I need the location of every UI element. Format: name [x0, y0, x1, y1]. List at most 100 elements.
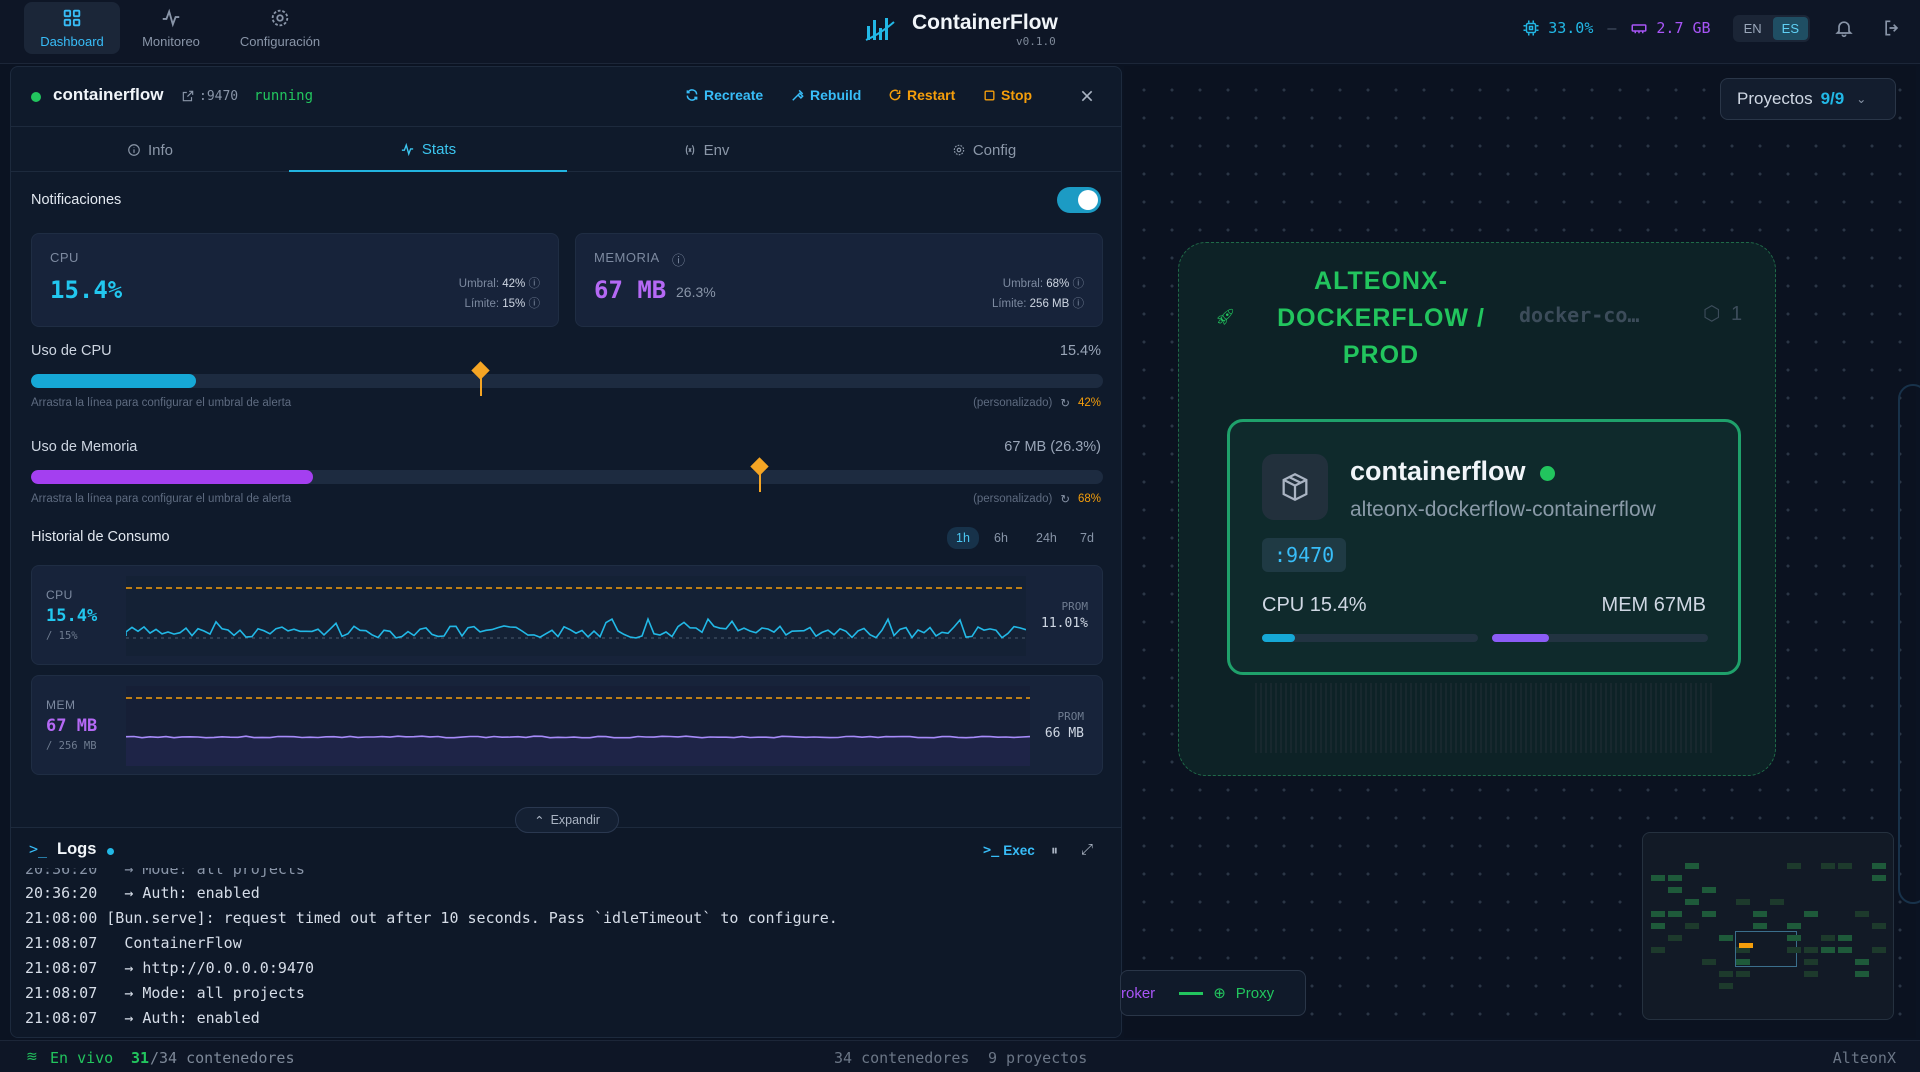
group-title-line: PROD	[1342, 341, 1420, 369]
wifi-icon: ≋	[26, 1048, 38, 1064]
memory-card-value: 67 MB	[594, 276, 667, 304]
node-cpu-bar	[1262, 634, 1478, 642]
lang-en-button[interactable]: EN	[1743, 20, 1762, 36]
projects-dropdown[interactable]: Proyectos 9/9 ⌄	[1720, 78, 1896, 120]
notifications-label: Notificaciones	[31, 192, 122, 208]
log-line: 21:08:07 → Auth: enabled	[25, 1009, 260, 1027]
tab-info[interactable]: Info	[11, 128, 289, 172]
cpu-threshold-label: Umbral:	[458, 278, 500, 290]
node-cpu: CPU 15.4%	[1262, 594, 1367, 616]
range-1h-button[interactable]: 1h	[947, 527, 979, 549]
bell-icon[interactable]	[1834, 18, 1854, 38]
mem-threshold-handle[interactable]	[750, 457, 769, 496]
minimap[interactable]	[1642, 832, 1894, 1020]
exec-label: Exec	[1003, 842, 1035, 858]
help-icon: ⓘ	[528, 298, 541, 310]
cpu-history-label: CPU	[46, 588, 73, 602]
nav-monitoreo[interactable]: Monitoreo	[130, 2, 212, 54]
recreate-button[interactable]: Recreate	[685, 87, 763, 103]
range-6h-button[interactable]: 6h	[994, 531, 1008, 545]
minimap-node	[1736, 959, 1750, 965]
reset-icon[interactable]: ↻	[1060, 398, 1070, 410]
container-detail-panel: containerflow :9470 running Recreate Reb…	[10, 66, 1122, 1038]
node-port[interactable]: :9470	[1262, 538, 1347, 572]
rocket-icon: 🚀︎	[1215, 309, 1236, 326]
minimap-node	[1739, 943, 1753, 948]
chevron-up-icon: ⌃	[534, 813, 545, 828]
logout-icon[interactable]	[1882, 18, 1902, 38]
logs-title: Logs	[57, 840, 97, 858]
gear-icon	[271, 9, 289, 27]
maximize-icon[interactable]: ⤢	[1081, 841, 1094, 858]
notifications-toggle[interactable]	[1057, 187, 1101, 213]
live-label: En vivo	[50, 1049, 114, 1067]
memory-icon	[1631, 24, 1647, 34]
restart-button[interactable]: Restart	[888, 87, 955, 103]
refresh-icon	[686, 89, 698, 101]
minimap-node	[1855, 971, 1869, 977]
cpu-limit-label: Límite:	[464, 298, 500, 310]
exec-button[interactable]: >_ Exec	[983, 842, 1035, 858]
stop-button[interactable]: Stop	[983, 87, 1032, 103]
restart-label: Restart	[907, 87, 956, 103]
minimap-node	[1753, 911, 1767, 917]
group-count: 1	[1731, 303, 1743, 325]
nav-dashboard[interactable]: Dashboard	[24, 2, 120, 54]
container-port[interactable]: :9470	[199, 89, 239, 104]
tab-env[interactable]: Env	[567, 128, 845, 172]
minimap-node	[1855, 911, 1869, 917]
square-icon	[984, 89, 995, 101]
mem-usage-label: Uso de Memoria	[31, 439, 138, 455]
top-separator: –	[1607, 19, 1617, 37]
terminal-icon: >_	[983, 842, 1000, 858]
close-icon[interactable]	[1079, 88, 1095, 104]
mem-usage-hint: Arrastra la línea para configurar el umb…	[31, 493, 292, 505]
projects-count: 9/9	[1820, 89, 1845, 108]
nav-configuracion[interactable]: Configuración	[228, 2, 332, 54]
minimap-node	[1787, 947, 1801, 953]
container-node[interactable]: containerflow alteonx-dockerflow-contain…	[1227, 419, 1741, 675]
running-count: 31	[131, 1049, 150, 1067]
tab-config[interactable]: Config	[845, 128, 1121, 172]
minimap-node	[1736, 899, 1750, 905]
rotate-icon	[889, 89, 901, 101]
reset-icon[interactable]: ↻	[1060, 494, 1070, 506]
range-24h-button[interactable]: 24h	[1036, 531, 1057, 545]
minimap-node	[1770, 899, 1784, 905]
log-output[interactable]: 20:36:20 → Mode: all projects 20:36:20 →…	[11, 868, 1121, 1037]
logo-icon	[865, 18, 895, 41]
topology-canvas[interactable]: Proyectos 9/9 ⌄ 🚀︎ ALTEONX- DOCKERFLOW /…	[1120, 66, 1920, 1038]
container-total: /34 contenedores	[150, 1049, 295, 1067]
memory-card: MEMORIA ⓘ 67 MB 26.3% Umbral: 68% ⓘ Lími…	[575, 233, 1103, 327]
mem-history-chart: MEM 67 MB / 256 MB PROM 66 MB	[31, 675, 1103, 775]
toggle-knob	[1078, 190, 1098, 210]
minimap-node	[1872, 875, 1886, 881]
tab-stats[interactable]: Stats	[289, 128, 567, 172]
external-link-icon[interactable]	[181, 89, 195, 103]
log-line: 21:08:07 → Mode: all projects	[25, 984, 305, 1002]
lang-es-button[interactable]: ES	[1772, 16, 1808, 40]
node-mem-fill	[1492, 634, 1549, 642]
expand-button[interactable]: ⌃ Expandir	[515, 807, 619, 833]
stop-label: Stop	[1001, 87, 1033, 103]
mem-history-value: 67 MB	[46, 716, 98, 736]
help-icon[interactable]: ⓘ	[672, 253, 686, 268]
cpu-threshold-text: 42%	[1077, 397, 1101, 409]
minimap-node	[1804, 911, 1818, 917]
cpu-threshold-handle[interactable]	[471, 361, 490, 400]
range-7d-button[interactable]: 7d	[1080, 531, 1094, 545]
status-bar: ≋ En vivo 31 /34 contenedores 34 contene…	[0, 1040, 1920, 1072]
system-stats: 33.0% – 2.7 GB EN ES	[1522, 14, 1902, 42]
info-icon	[128, 144, 140, 156]
mem-threshold-value: 68%	[1046, 278, 1070, 290]
cpu-threshold-value: 42%	[502, 278, 526, 290]
mem-threshold-text: 68%	[1077, 493, 1101, 505]
mem-sparkline	[126, 686, 1030, 766]
pause-icon[interactable]: ⏸	[1051, 842, 1058, 858]
project-group[interactable]: 🚀︎ ALTEONX- DOCKERFLOW / PROD docker-co……	[1178, 242, 1776, 776]
rebuild-button[interactable]: Rebuild	[791, 87, 861, 103]
box-icon: ⬡	[1703, 303, 1721, 325]
minimap-node	[1668, 935, 1682, 941]
minimap-node	[1719, 935, 1733, 941]
tab-info-label: Info	[147, 141, 174, 159]
